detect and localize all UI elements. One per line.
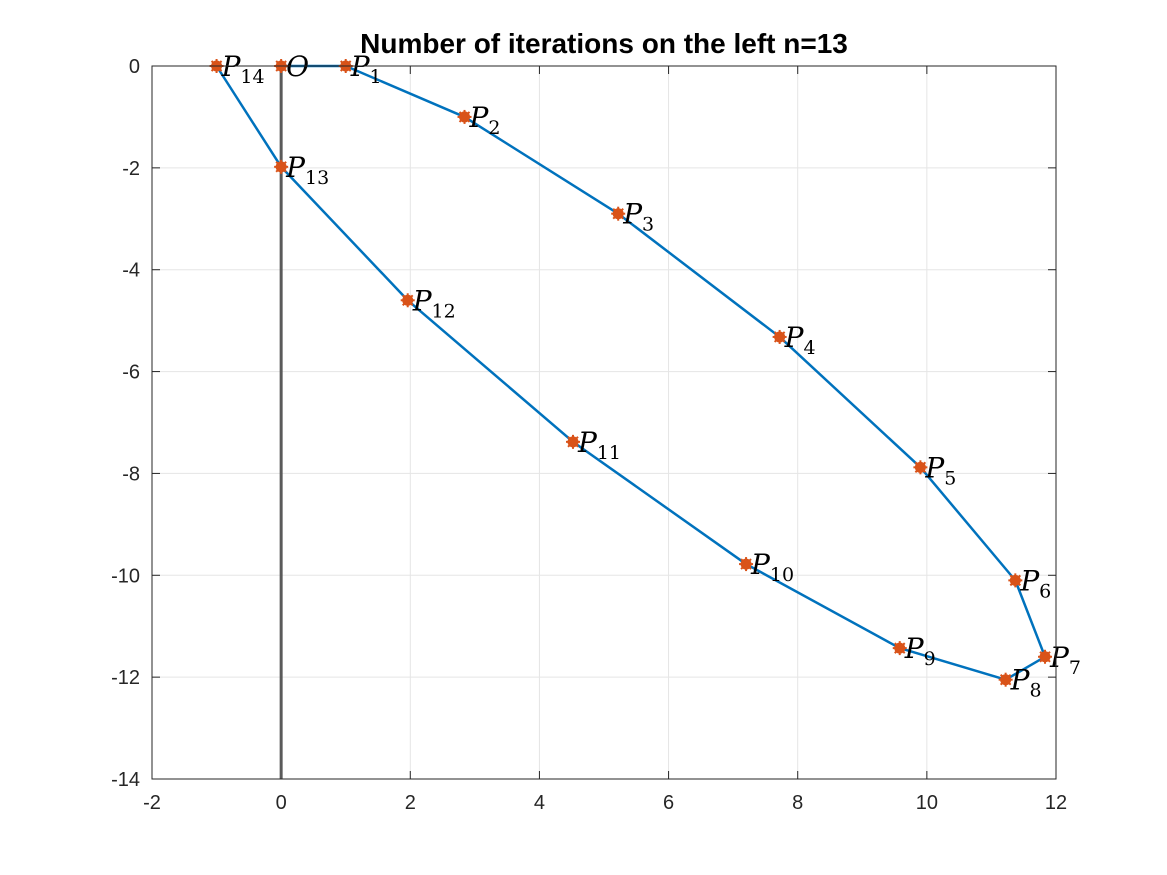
marker-arm — [612, 207, 624, 220]
marker-layer — [209, 59, 1053, 687]
point-label: P11 — [577, 426, 621, 464]
plot-frame — [151, 65, 1057, 780]
point-label-subscript: 13 — [305, 167, 329, 189]
point-label: P6 — [1019, 564, 1051, 602]
y-tick-label: -8 — [122, 463, 140, 485]
point-label: P3 — [622, 198, 654, 236]
point-label-main: P — [924, 451, 945, 484]
point-marker — [913, 460, 928, 475]
y-tick-label: 0 — [129, 56, 140, 78]
x-tick-label: 2 — [405, 792, 416, 814]
point-marker — [400, 293, 415, 308]
point-label-main: P — [622, 198, 643, 231]
point-label: P9 — [904, 632, 936, 670]
point-marker — [457, 109, 472, 124]
point-marker — [998, 672, 1013, 687]
point-label-subscript: 12 — [432, 300, 456, 322]
x-tick-label: -2 — [143, 792, 161, 814]
point-label-subscript: 8 — [1029, 680, 1041, 702]
marker-arm — [1009, 574, 1022, 587]
y-tick-label: -10 — [111, 565, 140, 587]
point-label: P8 — [1010, 664, 1042, 702]
point-marker — [566, 434, 581, 449]
point-label: P10 — [750, 548, 794, 586]
point-label-subscript: 11 — [597, 442, 621, 464]
chart-title: Number of iterations on the left n=13 — [360, 28, 848, 59]
point-label-subscript: 1 — [370, 66, 382, 88]
y-tick-label: -4 — [122, 260, 140, 282]
point-label: P13 — [285, 151, 329, 189]
point-label: P12 — [412, 284, 456, 322]
x-tick-label: 6 — [663, 792, 674, 814]
point-label-subscript: 6 — [1039, 580, 1051, 602]
marker-arm — [773, 331, 786, 343]
marker-arm — [275, 161, 287, 173]
point-marker — [892, 641, 907, 656]
marker-arm — [401, 294, 414, 306]
point-label-main: P — [784, 321, 805, 354]
point-label: P4 — [784, 321, 816, 359]
point-label-main: P — [285, 151, 306, 184]
point-marker — [274, 159, 289, 174]
marker-arm — [740, 558, 752, 570]
point-marker — [611, 206, 626, 221]
point-label-subscript: 5 — [944, 467, 956, 489]
point-label-subscript: 2 — [488, 117, 500, 139]
marker-arm — [567, 436, 579, 448]
point-label: P7 — [1049, 641, 1081, 679]
point-label-subscript: 3 — [642, 214, 654, 236]
marker-arm — [914, 461, 927, 474]
y-tick-label: -14 — [111, 769, 140, 791]
point-label: P2 — [469, 101, 501, 139]
point-label-subscript: 4 — [803, 337, 815, 359]
x-tick-label: 8 — [792, 792, 803, 814]
y-tick-label: -12 — [111, 667, 140, 689]
x-tick-label: 4 — [534, 792, 545, 814]
point-label-main: P — [1019, 564, 1040, 597]
point-label-subscript: 9 — [924, 648, 936, 670]
marker-arm — [894, 642, 906, 654]
point-label-main: P — [412, 284, 433, 317]
point-label-subscript: 7 — [1069, 657, 1081, 679]
y-tick-label: -6 — [122, 362, 140, 384]
y-tick-label: -2 — [122, 158, 140, 180]
marker-arm — [999, 673, 1012, 686]
point-marker — [739, 557, 754, 572]
point-label-subscript: 14 — [240, 66, 264, 88]
point-marker — [1008, 573, 1023, 588]
point-label-subscript: 10 — [770, 564, 794, 586]
point-label-main: P — [469, 101, 490, 134]
x-tick-label: 10 — [916, 792, 938, 814]
point-label: P5 — [924, 451, 956, 489]
x-tick-label: 12 — [1045, 792, 1067, 814]
point-marker — [772, 329, 787, 344]
point-label-main: P — [1049, 641, 1070, 674]
marker-arm — [1039, 651, 1051, 663]
point-label-main: P — [904, 632, 925, 665]
point-label-main: P — [577, 426, 598, 459]
plot-area — [152, 66, 1056, 779]
x-tick-label: 0 — [276, 792, 287, 814]
marker-arm — [458, 111, 471, 123]
point-label-main: P — [1010, 664, 1031, 697]
point-label-main: P — [750, 548, 771, 581]
point-marker — [1038, 649, 1053, 664]
